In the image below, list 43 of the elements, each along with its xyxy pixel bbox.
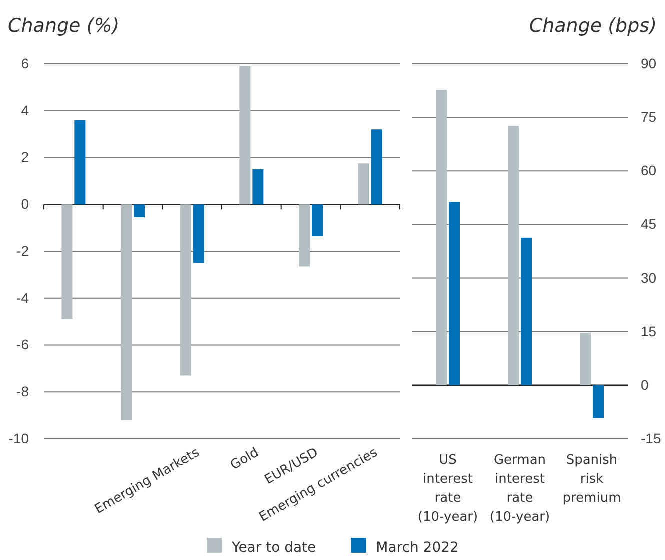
bar (593, 385, 604, 418)
y-tick-label: 0 (21, 196, 30, 212)
x-tick-label: US interest rate (10-year) (418, 453, 478, 525)
y-tick-label: -15 (641, 430, 662, 446)
bar (312, 204, 323, 236)
y-tick-label: -6 (16, 336, 30, 353)
y-tick-label: 4 (21, 102, 30, 118)
bar (371, 130, 382, 205)
y-axis-title: Change (%) (8, 15, 120, 37)
bar (62, 204, 73, 320)
y-axis-title: Change (bps) (529, 15, 657, 37)
y-tick-label: 90 (641, 55, 657, 72)
y-tick-label: 45 (641, 216, 657, 232)
bar (358, 164, 370, 205)
bar (74, 120, 86, 205)
x-tick-label: German interest rate (10-year) (490, 453, 550, 525)
legend-label: Year to date (231, 540, 316, 556)
bar (580, 332, 591, 386)
bar (134, 204, 145, 218)
y-tick-label: 60 (641, 162, 657, 179)
bar (193, 204, 204, 264)
bar (121, 204, 132, 420)
x-tick-label: Spanish risk premium (562, 453, 622, 506)
y-tick-label: 15 (641, 323, 657, 340)
y-tick-label: 6 (21, 55, 30, 72)
y-tick-label: 0 (641, 376, 649, 393)
bar (180, 204, 192, 376)
y-tick-label: -10 (8, 430, 30, 446)
bar (252, 169, 264, 205)
legend-label: March 2022 (376, 540, 459, 556)
y-tick-label: 75 (641, 109, 657, 126)
bar (299, 204, 310, 267)
bar (521, 238, 532, 386)
bar (508, 126, 519, 386)
y-tick-label: -8 (16, 384, 30, 400)
x-tick-label: Gold (228, 445, 262, 474)
y-tick-label: 30 (641, 270, 657, 286)
y-tick-label: -2 (16, 242, 30, 259)
y-tick-label: -4 (16, 290, 30, 306)
bar (449, 202, 460, 386)
bar (240, 66, 251, 205)
y-tick-label: 2 (21, 149, 30, 166)
bar (436, 90, 447, 386)
